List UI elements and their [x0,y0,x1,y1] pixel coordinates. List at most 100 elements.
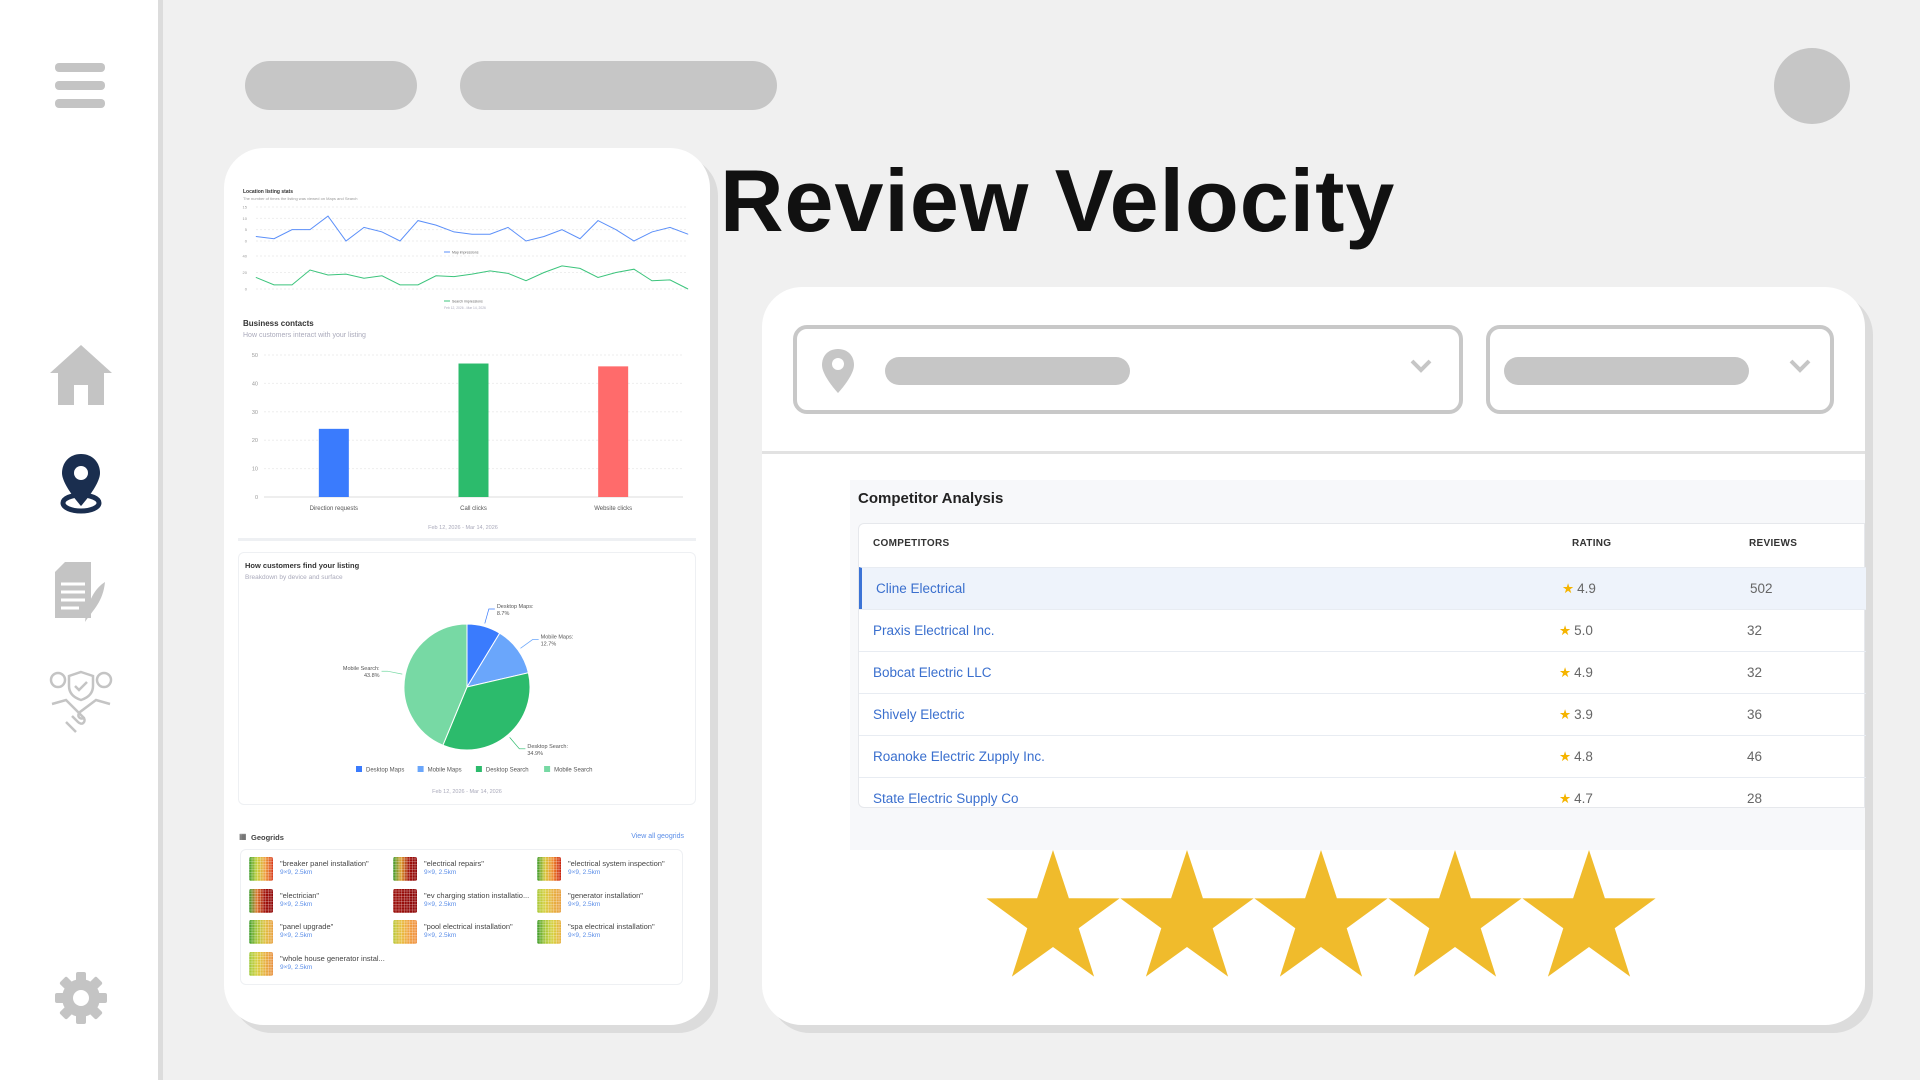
line-point [687,288,689,290]
geogrid-item[interactable]: "ev charging station installatio... 9×9,… [393,888,538,917]
competitor-table: COMPETITORS RATING REVIEWS Cline Electri… [858,523,1866,808]
avatar[interactable] [1774,48,1850,124]
line-point [597,277,599,278]
geogrid-item[interactable]: "pool electrical installation" 9×9, 2.5k… [393,920,538,948]
column-header-reviews[interactable]: REVIEWS [1749,538,1798,549]
competitor-rating: ★ 4.7 [1559,791,1593,807]
pie-slice-mobile-search[interactable] [403,623,468,746]
find-listing-pie-chart: Desktop Maps:8.7% Mobile Maps:12.7% Deskto… [343,604,593,774]
bar-call-clicks[interactable] [458,363,489,497]
location-dropdown[interactable] [793,325,1463,414]
geogrid-heatmap-thumbnail [537,888,561,913]
geogrid-item[interactable]: "electrical repairs" 9×9, 2.5km [393,857,538,885]
line-point [273,284,275,286]
legend-label[interactable]: Mobile Maps [428,768,462,774]
gear-icon[interactable] [55,972,107,1024]
star-icon: ★ [1559,707,1572,722]
bar-direction-requests[interactable] [318,428,349,497]
pie-label: Mobile Search: [343,666,380,672]
competitor-name[interactable]: Praxis Electrical Inc. [873,623,995,638]
legend-label[interactable]: Mobile Search [554,768,592,774]
business-contacts-chart: 0 10 20 30 40 50 Direction requests Call clicks… [252,353,683,512]
line-point [471,273,473,275]
geogrid-keyword: "electrical system inspection" [568,859,665,868]
line-point [435,275,437,277]
geogrid-item[interactable]: "generator installation" 9×9, 2.5km [537,888,682,917]
geogrid-item[interactable]: "electrical system inspection" 9×9, 2.5k… [537,857,682,885]
legend-label[interactable]: Desktop Maps [366,768,404,774]
find-listing-panel [238,552,696,805]
geogrid-meta: 9×9, 2.5km [280,900,313,908]
location-value-placeholder [885,357,1130,385]
star-icon [1120,850,1254,977]
competitor-row[interactable]: Bobcat Electric LLC ★ 4.9 32 [859,651,1866,693]
geogrid-item[interactable]: "whole house generator instal... 9×9, 2.… [249,951,394,980]
competitor-row[interactable]: Cline Electrical ★ 4.9 502 [859,567,1866,609]
pie-value-label: 34.9% [527,751,543,757]
document-quill-icon[interactable] [55,562,107,622]
geogrid-meta: 9×9, 2.5km [424,900,457,908]
nav-placeholder-1[interactable] [245,61,417,110]
geogrid-meta: 9×9, 2.5km [280,932,313,939]
column-header-competitors[interactable]: COMPETITORS [873,538,950,549]
legend-label[interactable]: Desktop Search [486,768,529,774]
rating-value: 3.9 [1574,707,1593,722]
location-pin-icon[interactable] [60,454,102,514]
competitor-reviews: 46 [1747,749,1763,764]
competitor-name[interactable]: Cline Electrical [876,581,966,596]
handshake-shield-icon[interactable] [48,670,114,736]
geogrid-heatmap-thumbnail [393,920,417,944]
location-stats-charts: 0 5 10 15 Map impressions 0 20 40 Search impress… [243,205,689,310]
pie-slice-desktop-search[interactable] [442,672,531,751]
competitor-name[interactable]: Bobcat Electric LLC [873,665,992,680]
star-icon [1522,850,1656,977]
competitor-rating: ★ 4.9 [1562,581,1596,597]
line-point [363,227,365,228]
panel-divider [238,538,696,541]
nav-placeholder-2[interactable] [460,61,777,110]
competitor-row[interactable]: Roanoke Electric Zupply Inc. ★ 4.8 46 [859,735,1866,777]
y-tick-label: 10 [243,216,248,221]
competitor-name[interactable]: Roanoke Electric Zupply Inc. [873,749,1045,764]
line-point [273,238,275,240]
geogrid-item[interactable]: "spa electrical installation" 9×9, 2.5km [537,920,682,948]
hamburger-menu-icon[interactable] [55,63,105,109]
geogrid-meta: 9×9, 2.5km [568,900,601,908]
geogrid-item[interactable]: "electrician" 9×9, 2.5km [249,888,394,917]
line-point [381,275,383,277]
competitor-rating: ★ 5.0 [1559,623,1593,639]
map-icon: ▦ [239,832,247,841]
filter-value-placeholder [1504,357,1749,385]
line-point [435,224,437,226]
geogrid-meta: 9×9, 2.5km [568,869,601,876]
column-header-rating[interactable]: RATING [1572,538,1612,549]
filter-dropdown[interactable] [1486,325,1834,414]
legend-swatch [417,766,424,772]
y-tick-label: 0 [245,287,248,292]
geogrid-meta: 9×9, 2.5km [424,869,457,876]
line-point [561,265,563,267]
pie-value-label: 12.7% [541,642,557,648]
view-all-geogrids-link[interactable]: View all geogrids [631,833,684,840]
line-point [651,280,653,282]
line-point [255,236,257,237]
pie-label: Desktop Maps: [497,604,534,610]
geogrid-item[interactable]: "breaker panel installation" 9×9, 2.5km [249,857,394,885]
home-icon[interactable] [50,345,112,405]
competitor-name[interactable]: Shively Electric [873,707,965,722]
line-point [453,231,455,233]
geogrid-keyword: "whole house generator instal... [280,953,385,963]
line-point [291,229,293,230]
pie-label: Desktop Search: [527,744,568,750]
bar-website-clicks[interactable] [598,366,629,497]
competitor-row[interactable]: Shively Electric ★ 3.9 36 [859,693,1866,735]
competitor-rating: ★ 4.9 [1559,665,1593,681]
competitor-name[interactable]: State Electric Supply Co [873,791,1019,806]
competitor-row[interactable]: Praxis Electrical Inc. ★ 5.0 32 [859,609,1866,651]
geogrid-item[interactable]: "panel upgrade" 9×9, 2.5km [249,920,394,948]
line-point [615,272,617,273]
geogrid-meta: 9×9, 2.5km [424,932,457,939]
y-tick-label: 40 [243,254,248,259]
line-point [507,273,509,274]
competitor-row[interactable]: State Electric Supply Co ★ 4.7 28 [859,777,1866,819]
